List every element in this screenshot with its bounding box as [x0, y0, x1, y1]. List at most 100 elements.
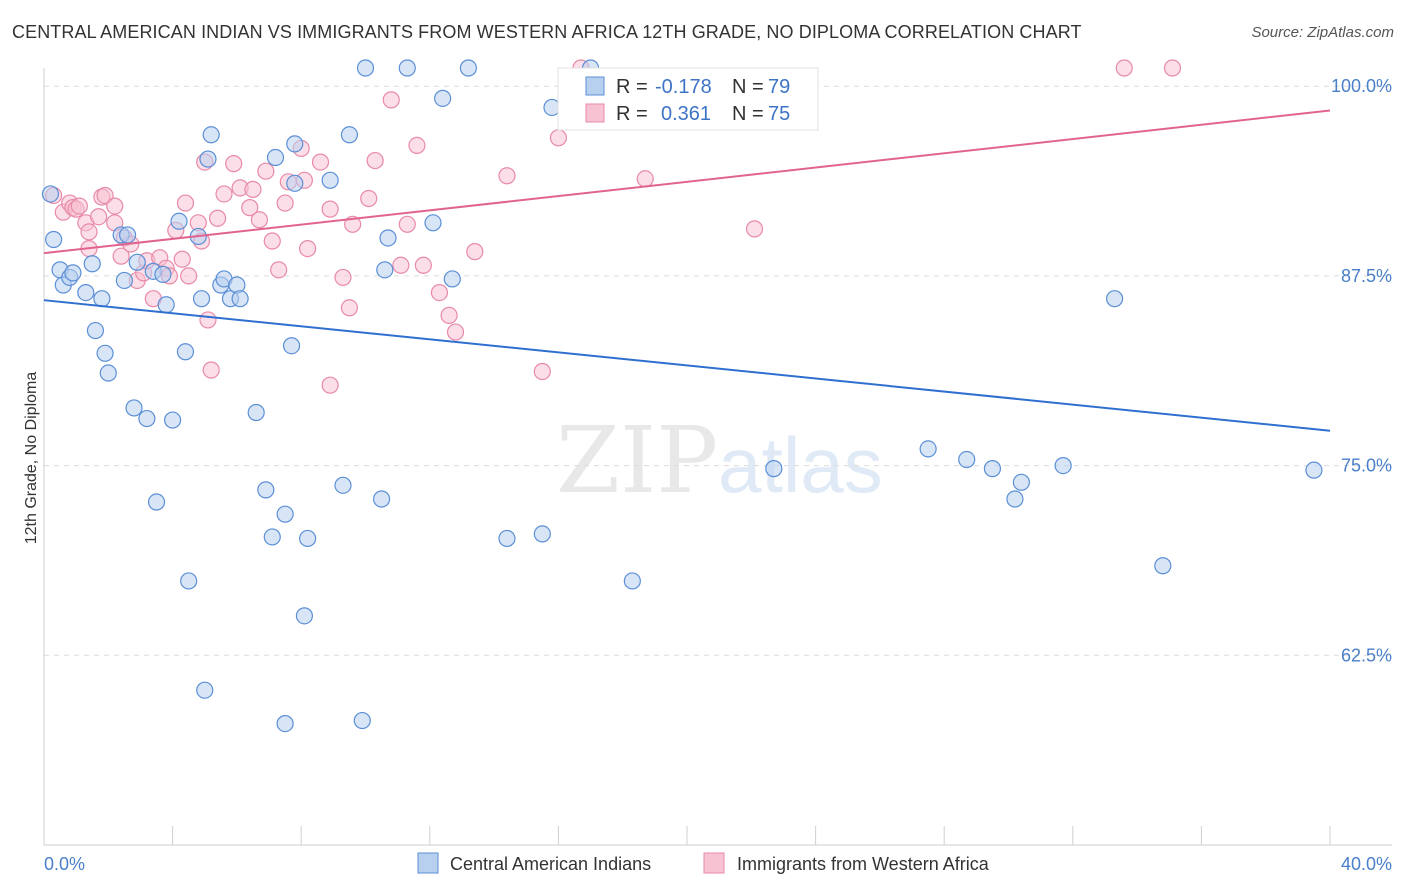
point-blue-8 [86, 321, 105, 340]
point-pink-50 [321, 376, 339, 394]
point-pink-57 [392, 256, 410, 274]
point-pink-27 [180, 267, 198, 285]
point-blue-69 [1006, 490, 1024, 508]
point-pink-72 [1163, 59, 1182, 77]
point-pink-8 [80, 223, 98, 241]
point-pink-63 [446, 323, 465, 341]
point-blue-70 [1012, 473, 1030, 491]
point-blue-19 [147, 493, 166, 511]
stats-n-value-pink: 75 [768, 103, 790, 125]
stats-r-label-pink: R = [616, 103, 648, 125]
point-blue-10 [96, 344, 114, 362]
point-pink-25 [173, 250, 191, 268]
legend-swatch-pink [703, 852, 725, 874]
point-pink-49 [321, 200, 339, 218]
point-blue-64 [623, 572, 641, 590]
point-blue-48 [334, 476, 352, 494]
point-pink-13 [106, 197, 124, 215]
point-blue-65 [765, 460, 783, 478]
point-pink-61 [430, 284, 449, 302]
point-blue-40 [276, 505, 294, 523]
point-pink-40 [257, 162, 275, 180]
legend-swatch-blue [417, 852, 439, 874]
stats-swatch-blue [585, 76, 605, 96]
point-blue-55 [398, 59, 416, 77]
legend-label-blue: Central American Indians [450, 854, 651, 874]
point-pink-5 [70, 197, 88, 215]
point-pink-47 [299, 239, 317, 258]
point-blue-14 [118, 226, 137, 244]
point-blue-15 [125, 399, 143, 417]
point-pink-71 [1115, 59, 1133, 77]
point-blue-47 [321, 171, 339, 189]
point-pink-54 [360, 189, 378, 208]
y-axis-tick-labels: 100.0% 87.5% 75.0% 62.5% [1331, 76, 1392, 665]
point-blue-51 [356, 59, 375, 77]
point-blue-43 [286, 135, 304, 153]
point-blue-46 [299, 529, 317, 548]
chart-title: CENTRAL AMERICAN INDIAN VS IMMIGRANTS FR… [12, 22, 1082, 42]
point-blue-74 [1305, 461, 1323, 479]
point-pink-66 [533, 362, 551, 381]
point-blue-0 [41, 185, 60, 203]
point-blue-20 [154, 265, 172, 283]
bottom-legend: Central American Indians Immigrants from… [417, 852, 990, 874]
point-blue-71 [1054, 457, 1072, 475]
point-blue-50 [353, 711, 371, 730]
watermark-zip: ZIP [556, 407, 718, 514]
trend-line-pink [43, 109, 1331, 255]
point-blue-56 [424, 214, 442, 232]
point-pink-39 [250, 211, 269, 229]
watermark-atlas: atlas [718, 421, 883, 509]
point-pink-26 [176, 194, 195, 212]
stats-swatch-pink [585, 103, 605, 123]
point-blue-30 [202, 126, 220, 144]
point-pink-32 [202, 361, 220, 379]
point-pink-11 [96, 186, 114, 205]
point-blue-41 [276, 714, 294, 733]
point-blue-17 [138, 409, 156, 428]
point-pink-62 [440, 306, 458, 324]
y-axis-label: 12th Grade, No Diploma [23, 372, 40, 545]
point-blue-58 [443, 270, 461, 288]
point-blue-1 [45, 230, 63, 249]
point-blue-68 [983, 460, 1002, 478]
point-pink-43 [276, 194, 294, 212]
point-pink-42 [270, 261, 288, 279]
point-blue-45 [295, 607, 314, 625]
point-pink-65 [498, 167, 516, 185]
stats-r-value-pink: 0.361 [661, 103, 711, 125]
point-blue-37 [257, 481, 275, 499]
point-blue-27 [192, 290, 211, 308]
chart-source: Source: ZipAtlas.com [1251, 24, 1394, 41]
stats-n-value-blue: 79 [768, 76, 790, 98]
point-blue-7 [83, 255, 101, 273]
point-blue-52 [372, 490, 391, 508]
point-pink-69 [636, 170, 654, 188]
point-blue-72 [1105, 290, 1124, 308]
stats-r-label-blue: R = [616, 76, 648, 98]
point-blue-28 [196, 681, 214, 699]
legend-label-pink: Immigrants from Western Africa [737, 854, 990, 874]
stats-r-value-blue: -0.178 [655, 76, 712, 98]
y-tick-label-0: 100.0% [1331, 76, 1392, 96]
point-blue-67 [958, 450, 976, 469]
point-blue-36 [247, 403, 265, 422]
point-pink-64 [466, 243, 484, 261]
x-tick-label-min: 0.0% [44, 854, 85, 874]
point-blue-24 [176, 343, 195, 361]
point-pink-34 [215, 185, 233, 203]
point-blue-59 [459, 59, 477, 77]
point-pink-55 [366, 151, 384, 170]
point-pink-70 [745, 220, 764, 238]
x-axis-ticks [43, 826, 1331, 845]
watermark: ZIP atlas [556, 407, 883, 514]
point-pink-41 [263, 232, 281, 250]
series-central-american-indians [41, 59, 1323, 733]
point-pink-37 [241, 199, 259, 217]
y-tick-label-3: 62.5% [1341, 645, 1392, 665]
gridlines [44, 85, 1392, 656]
stats-n-label-blue: N = [732, 76, 764, 98]
point-pink-67 [549, 129, 568, 147]
